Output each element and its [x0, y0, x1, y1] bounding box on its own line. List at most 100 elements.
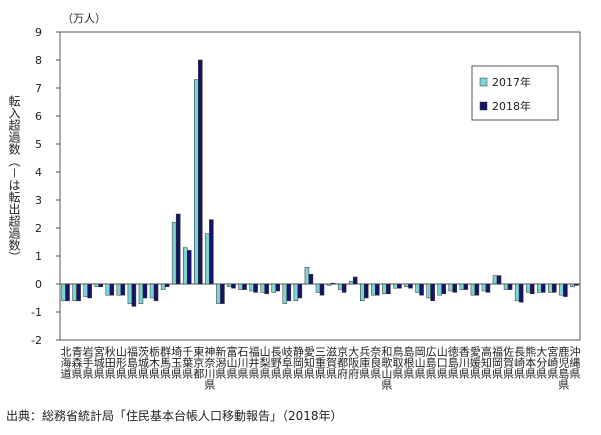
- bar: [386, 283, 391, 295]
- bar: [404, 283, 409, 288]
- bar: [116, 283, 122, 296]
- bar: [337, 283, 343, 290]
- x-tick-label: 埼玉県: [170, 345, 183, 380]
- bar: [297, 283, 303, 299]
- y-tick-label: 2: [35, 222, 42, 235]
- bar: [441, 283, 446, 295]
- bar: [83, 283, 88, 297]
- x-tick-label: 長野県: [269, 346, 282, 380]
- x-tick-label: 三重県: [314, 346, 327, 380]
- bar: [227, 283, 232, 288]
- bar: [194, 79, 199, 285]
- x-tick-label: 長崎県: [513, 346, 526, 380]
- x-tick-label: 大阪府: [347, 345, 360, 380]
- bar: [142, 283, 148, 299]
- bar: [76, 283, 81, 302]
- bar: [304, 266, 310, 285]
- x-tick-label: 静岡県: [291, 345, 304, 380]
- bar: [360, 283, 365, 302]
- bar: [452, 283, 458, 293]
- x-tick-label: 福岡県: [491, 345, 504, 380]
- bar: [308, 273, 314, 285]
- bar: [153, 283, 159, 302]
- bar: [364, 283, 369, 299]
- y-tick-label: -1: [31, 306, 42, 319]
- bar: [171, 222, 177, 285]
- x-tick-label: 千葉県: [181, 346, 194, 380]
- bar: [529, 283, 535, 295]
- bar: [253, 283, 258, 293]
- bar: [260, 283, 265, 293]
- x-tick-label: 沖縄県: [568, 346, 581, 380]
- bar: [131, 283, 137, 307]
- y-tick-label: 5: [35, 138, 42, 151]
- x-tick-label: 鳥取県: [391, 345, 404, 380]
- legend-swatch: [479, 101, 488, 111]
- bar: [231, 283, 236, 289]
- bar: [459, 283, 465, 290]
- bar: [371, 283, 376, 296]
- x-tick-label: 広島県: [424, 346, 437, 380]
- legend-label: 2017年: [492, 75, 531, 89]
- y-tick-label: 4: [35, 166, 42, 179]
- bar: [426, 283, 431, 299]
- x-tick-label: 兵庫県: [358, 346, 371, 380]
- x-tick-label: 島根県: [402, 345, 415, 380]
- y-tick-label: 8: [35, 54, 42, 67]
- x-tick-label: 岐阜県: [280, 346, 293, 380]
- x-tick-label: 滋賀県: [325, 346, 338, 380]
- bar: [282, 283, 288, 304]
- bar: [271, 283, 276, 293]
- bar: [182, 247, 188, 285]
- bar: [175, 213, 181, 285]
- x-tick-label: 熊本県: [524, 345, 537, 380]
- bar: [481, 283, 487, 292]
- x-tick-label: 北海道: [59, 346, 72, 379]
- x-tick-label: 山形県: [114, 346, 127, 380]
- bar: [537, 283, 542, 293]
- bar: [552, 283, 557, 293]
- bar: [319, 283, 325, 296]
- bar: [209, 219, 214, 285]
- bar: [72, 283, 77, 302]
- x-tick-label: 青森県: [70, 346, 83, 380]
- x-tick-label: 富山県: [225, 345, 238, 380]
- bar: [238, 283, 243, 290]
- bar: [541, 283, 546, 293]
- unit-label: （万人）: [62, 12, 106, 25]
- x-tick-label: 愛知県: [302, 346, 315, 380]
- bar: [293, 283, 299, 302]
- bar: [503, 283, 509, 290]
- bar: [286, 283, 292, 302]
- bar: [507, 283, 513, 290]
- bar: [94, 283, 99, 288]
- x-tick-label: 東京都: [192, 346, 205, 379]
- x-tick-label: 奈良県: [369, 345, 382, 380]
- x-tick-label: 徳島県: [446, 346, 459, 380]
- bar: [559, 283, 564, 296]
- bar: [186, 250, 192, 285]
- bar: [448, 283, 454, 292]
- bar: [397, 283, 402, 289]
- bar: [160, 283, 166, 290]
- bar: [352, 276, 358, 285]
- bar: [105, 283, 111, 296]
- x-tick-label: 宮城県: [92, 345, 105, 380]
- x-tick-label: 神奈川県: [203, 345, 216, 391]
- bar: [242, 283, 247, 290]
- plot-frame: [59, 31, 581, 341]
- x-tick-label: 香川県: [457, 346, 470, 380]
- bar: [264, 283, 269, 295]
- y-tick-label: 9: [35, 26, 42, 39]
- bar: [138, 283, 144, 304]
- x-tick-label: 茨城県: [136, 345, 149, 380]
- bar: [348, 280, 354, 285]
- x-tick-label: 京都府: [336, 345, 349, 380]
- bar: [393, 283, 398, 289]
- bar: [275, 283, 280, 292]
- y-tick-label: 7: [35, 82, 42, 95]
- y-tick-label: -2: [31, 334, 42, 347]
- bar: [548, 283, 553, 293]
- bar: [127, 283, 133, 304]
